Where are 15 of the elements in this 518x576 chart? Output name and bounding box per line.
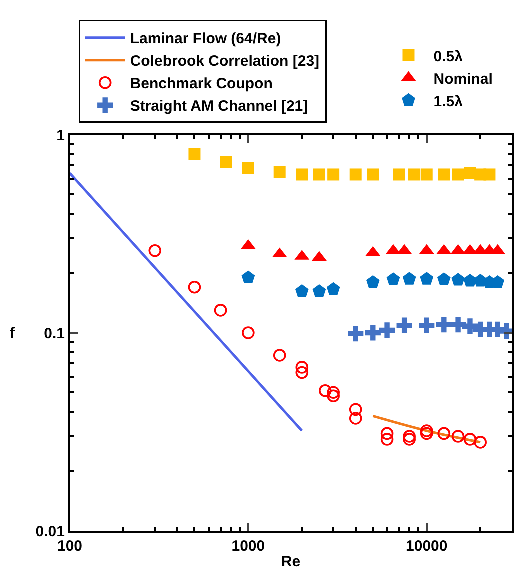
legend-label: Benchmark Coupon — [130, 76, 273, 93]
legend-label: Laminar Flow (64/Re) — [130, 30, 282, 48]
y-tick-label: 0.01 — [36, 523, 65, 540]
x-tick-label: 1000 — [232, 538, 266, 555]
x-tick-label: 10000 — [406, 538, 448, 555]
legend-label: 0.5λ — [434, 48, 464, 66]
x-tick-label: 100 — [57, 538, 83, 555]
y-tick-label: 1 — [56, 127, 65, 144]
legend-label: 1.5λ — [434, 93, 464, 110]
y-axis-title: f — [10, 325, 16, 342]
y-tick-label: 0.1 — [44, 325, 65, 342]
legend-label: Straight AM Channel [21] — [130, 98, 308, 116]
legend-label: Colebrook Correlation [23] — [130, 53, 320, 70]
x-axis-title: Re — [281, 554, 301, 570]
legend-label: Nominal — [434, 70, 493, 88]
